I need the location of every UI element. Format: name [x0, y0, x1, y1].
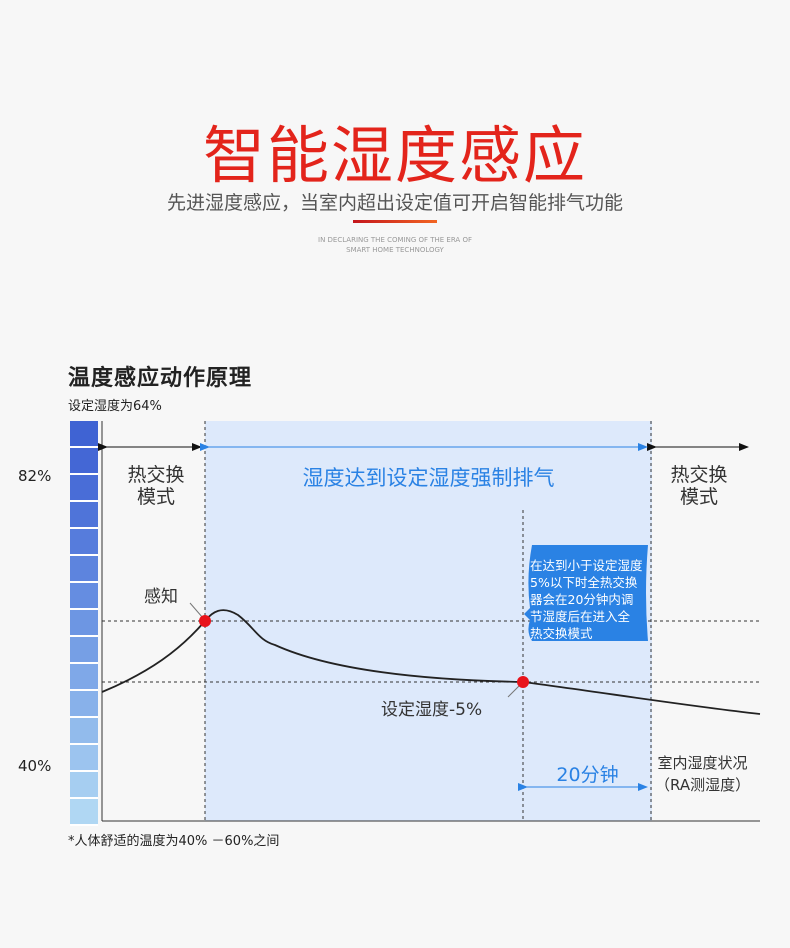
callout-line: 5%以下时全热交换: [530, 575, 638, 590]
scale-segment: [70, 799, 98, 826]
right-zone-label-line2: 模式: [679, 486, 718, 508]
scale-segment: [70, 718, 98, 745]
footnote: *人体舒适的温度为40% －60%之间: [68, 834, 280, 849]
scale-segment: [70, 691, 98, 718]
sense-point: [199, 615, 211, 627]
callout-line: 节湿度后在进入全: [530, 609, 631, 624]
curve-label-line2: （RA测湿度）: [655, 776, 751, 794]
set-humidity-label: 设定湿度为64%: [68, 399, 162, 414]
title-underline: [353, 220, 437, 223]
scale-segment: [70, 502, 98, 529]
duration-label: 20分钟: [556, 764, 619, 786]
english-tagline-line2: SMART HOME TECHNOLOGY: [346, 246, 444, 254]
lower-threshold-point: [517, 676, 529, 688]
page-title: 智能湿度感应: [202, 119, 587, 192]
callout-text: 在达到小于设定湿度 5%以下时全热交换 器会在20分钟内调 节湿度后在进入全 热…: [530, 557, 650, 642]
right-zone-label-line1: 热交换: [670, 464, 728, 486]
left-zone-label-line1: 热交换: [127, 464, 185, 486]
sense-label-leader: [189, 602, 204, 619]
scale-segment: [70, 745, 98, 772]
callout-line: 热交换模式: [530, 626, 593, 641]
middle-zone-label: 湿度达到设定湿度强制排气: [302, 466, 555, 490]
english-tagline-line1: IN DECLARING THE COMING OF THE ERA OF: [318, 236, 472, 244]
scale-segment: [70, 448, 98, 475]
right-zone-label: 热交换 模式: [661, 464, 737, 508]
callout-box: [524, 545, 648, 641]
english-tagline: IN DECLARING THE COMING OF THE ERA OF SM…: [0, 235, 790, 255]
scale-segment: [70, 637, 98, 664]
scale-segment: [70, 529, 98, 556]
curve-label: 室内湿度状况 （RA测湿度）: [655, 752, 750, 796]
scale-segment: [70, 583, 98, 610]
y-label-bottom: 40%: [18, 757, 52, 775]
callout-line: 器会在20分钟内调: [530, 592, 634, 607]
scale-segment: [70, 556, 98, 583]
scale-segment: [70, 421, 98, 448]
diagram-title: 温度感应动作原理: [68, 366, 253, 391]
curve-label-line1: 室内湿度状况: [657, 754, 748, 772]
humidity-scale-bar: [70, 421, 98, 826]
scale-segment: [70, 772, 98, 799]
scale-segment: [70, 664, 98, 691]
left-zone-label-line2: 模式: [136, 486, 175, 508]
y-label-top: 82%: [18, 467, 52, 485]
scale-segment: [70, 610, 98, 637]
humidity-curve: [101, 609, 761, 715]
left-zone-label: 热交换 模式: [118, 464, 194, 508]
callout-line: 在达到小于设定湿度: [530, 558, 643, 573]
page-subtitle: 先进湿度感应，当室内超出设定值可开启智能排气功能: [166, 192, 623, 214]
scale-segment: [70, 475, 98, 502]
sense-label: 感知: [144, 587, 178, 607]
lower-point-label: 设定湿度-5%: [381, 700, 483, 720]
